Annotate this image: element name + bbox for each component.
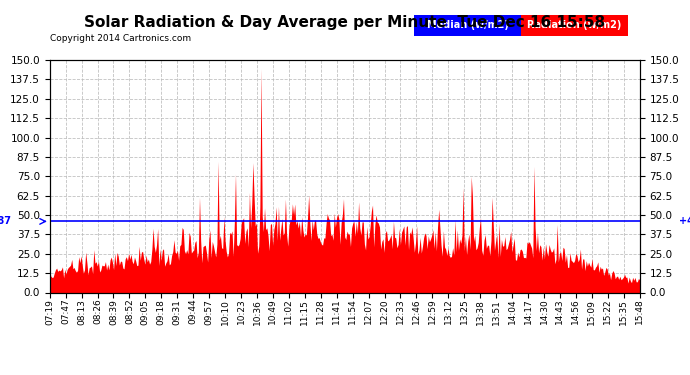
Text: Radiation (w/m2): Radiation (w/m2) xyxy=(527,20,622,30)
Text: Copyright 2014 Cartronics.com: Copyright 2014 Cartronics.com xyxy=(50,34,192,43)
Text: +45.87: +45.87 xyxy=(678,216,690,226)
Text: Solar Radiation & Day Average per Minute  Tue Dec 16 15:58: Solar Radiation & Day Average per Minute… xyxy=(84,15,606,30)
Text: Median (w/m2): Median (w/m2) xyxy=(426,20,509,30)
Text: +45.87: +45.87 xyxy=(0,216,11,226)
